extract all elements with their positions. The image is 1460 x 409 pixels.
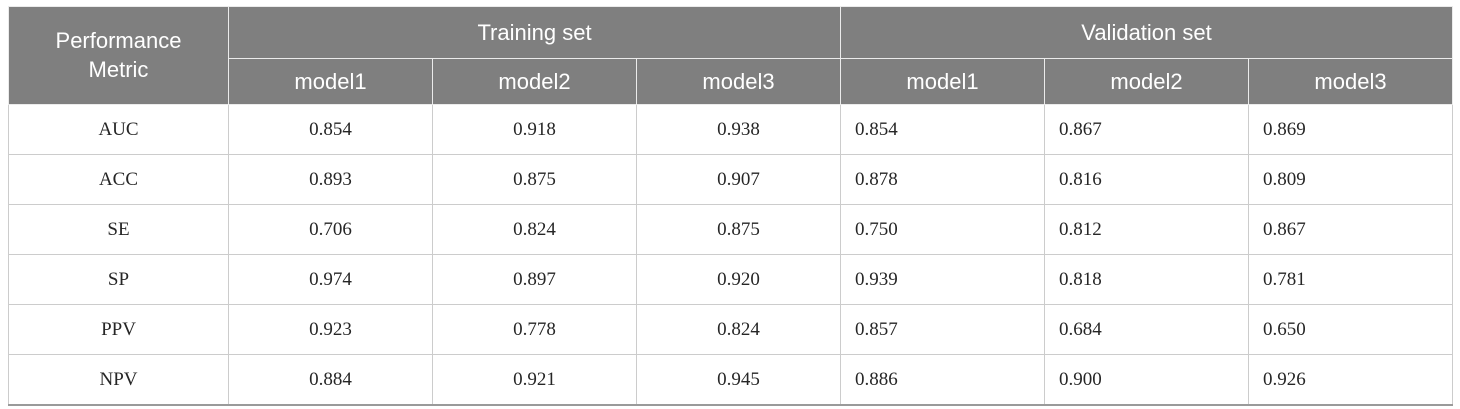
value-cell: 0.809 xyxy=(1247,154,1454,205)
value-cell: 0.921 xyxy=(432,354,637,406)
performance-metrics-table: Performance Metric Training set Validati… xyxy=(8,6,1454,406)
metric-label-cell: NPV xyxy=(8,354,229,406)
value-cell: 0.884 xyxy=(228,354,433,406)
value-cell: 0.781 xyxy=(1247,254,1454,305)
table-body: AUC 0.854 0.918 0.938 0.854 0.867 0.869 ACC 0.89… xyxy=(8,104,1454,406)
value-cell: 0.854 xyxy=(228,104,433,155)
value-cell: 0.945 xyxy=(636,354,841,406)
value-cell: 0.684 xyxy=(1044,304,1249,355)
subheader-training-model1: model1 xyxy=(228,58,433,105)
value-cell: 0.939 xyxy=(840,254,1045,305)
subheader-validation-model2: model2 xyxy=(1044,58,1249,105)
value-cell: 0.923 xyxy=(228,304,433,355)
table-row: SP 0.974 0.897 0.920 0.939 0.818 0.781 xyxy=(8,254,1454,305)
value-cell: 0.854 xyxy=(840,104,1045,155)
metric-label-cell: PPV xyxy=(8,304,229,355)
value-cell: 0.897 xyxy=(432,254,637,305)
value-cell: 0.650 xyxy=(1247,304,1454,355)
value-cell: 0.706 xyxy=(228,204,433,255)
value-cell: 0.778 xyxy=(432,304,637,355)
subheader-validation-model3: model3 xyxy=(1247,58,1454,105)
metric-label-cell: SP xyxy=(8,254,229,305)
subheader-training-model3: model3 xyxy=(636,58,841,105)
metric-label-cell: SE xyxy=(8,204,229,255)
value-cell: 0.900 xyxy=(1044,354,1249,406)
value-cell: 0.886 xyxy=(840,354,1045,406)
value-cell: 0.878 xyxy=(840,154,1045,205)
value-cell: 0.869 xyxy=(1247,104,1454,155)
value-cell: 0.926 xyxy=(1247,354,1454,406)
value-cell: 0.857 xyxy=(840,304,1045,355)
subheader-training-model2: model2 xyxy=(432,58,637,105)
value-cell: 0.974 xyxy=(228,254,433,305)
value-cell: 0.875 xyxy=(432,154,637,205)
metric-label-cell: AUC xyxy=(8,104,229,155)
header-group-row: Performance Metric Training set Validati… xyxy=(8,6,1454,105)
value-cell: 0.938 xyxy=(636,104,841,155)
table-row: SE 0.706 0.824 0.875 0.750 0.812 0.867 xyxy=(8,204,1454,255)
value-cell: 0.818 xyxy=(1044,254,1249,305)
subheader-validation-model1: model1 xyxy=(840,58,1045,105)
metric-label-cell: ACC xyxy=(8,154,229,205)
value-cell: 0.875 xyxy=(636,204,841,255)
value-cell: 0.867 xyxy=(1247,204,1454,255)
corner-header-performance-metric: Performance Metric xyxy=(8,6,229,105)
value-cell: 0.907 xyxy=(636,154,841,205)
value-cell: 0.867 xyxy=(1044,104,1249,155)
table-row: NPV 0.884 0.921 0.945 0.886 0.900 0.926 xyxy=(8,354,1454,406)
header-sub-row: model1 model2 model3 model1 model2 model… xyxy=(9,58,1454,105)
value-cell: 0.824 xyxy=(636,304,841,355)
value-cell: 0.893 xyxy=(228,154,433,205)
value-cell: 0.824 xyxy=(432,204,637,255)
value-cell: 0.816 xyxy=(1044,154,1249,205)
value-cell: 0.812 xyxy=(1044,204,1249,255)
table-row: AUC 0.854 0.918 0.938 0.854 0.867 0.869 xyxy=(8,104,1454,155)
value-cell: 0.750 xyxy=(840,204,1045,255)
table-header: Performance Metric Training set Validati… xyxy=(8,6,1454,105)
table-row: ACC 0.893 0.875 0.907 0.878 0.816 0.809 xyxy=(8,154,1454,205)
value-cell: 0.920 xyxy=(636,254,841,305)
value-cell: 0.918 xyxy=(432,104,637,155)
group-header-validation-set: Validation set xyxy=(839,6,1454,59)
group-header-training-set: Training set xyxy=(228,6,841,59)
table-row: PPV 0.923 0.778 0.824 0.857 0.684 0.650 xyxy=(8,304,1454,355)
